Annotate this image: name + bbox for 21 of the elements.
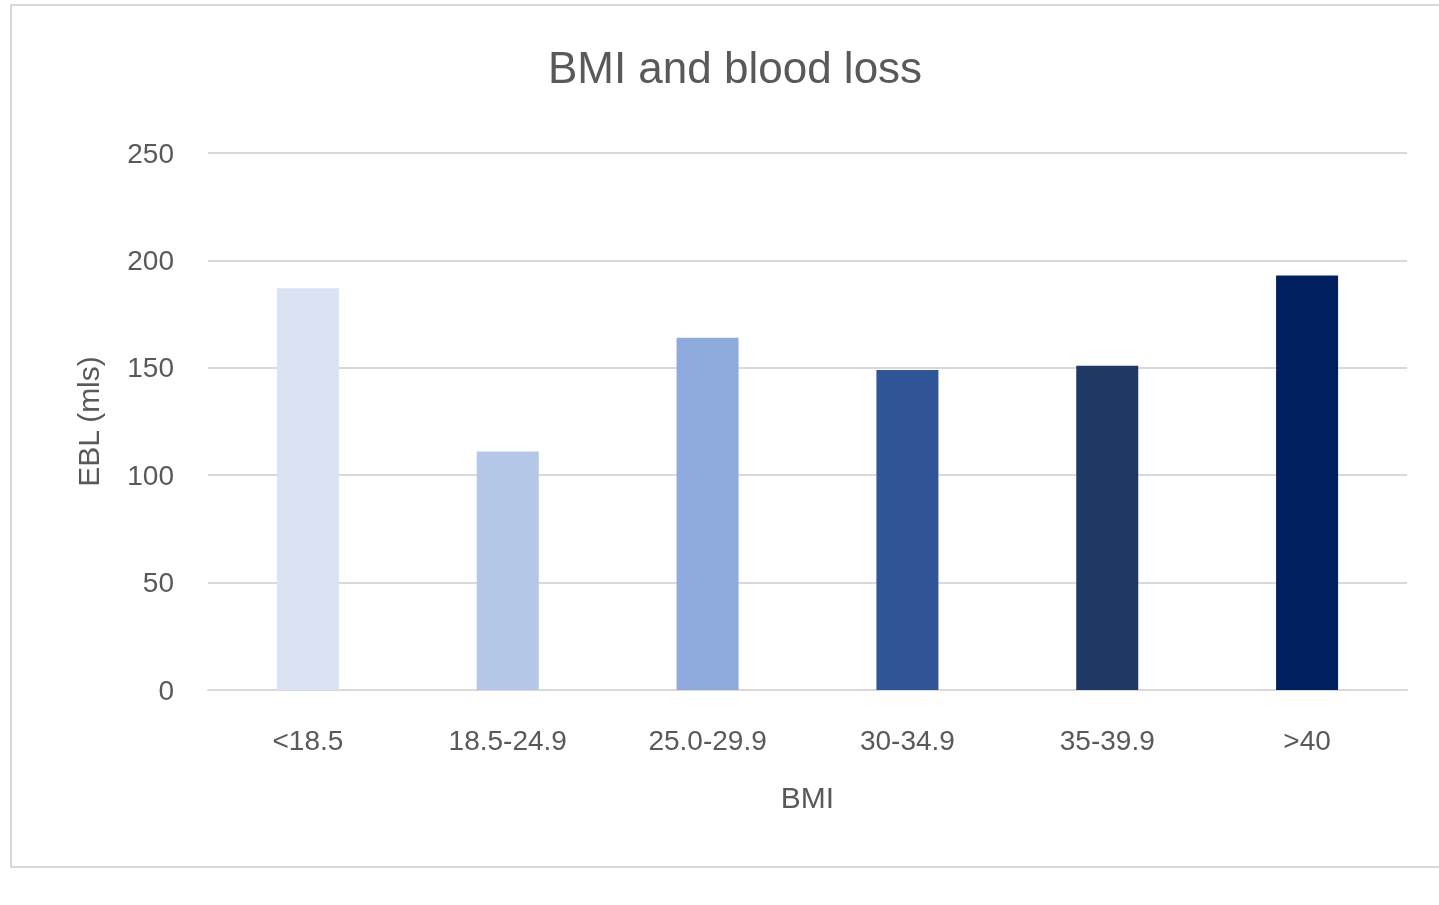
bar	[276, 288, 339, 690]
x-tick-label: 25.0-29.9	[648, 724, 767, 756]
y-tick-label: 100	[127, 459, 174, 491]
y-tick-label: 0	[158, 674, 174, 706]
y-tick-label: 250	[127, 137, 174, 169]
x-tick-label: >40	[1283, 724, 1331, 756]
x-tick-label: 35-39.9	[1059, 724, 1155, 756]
bar	[1076, 365, 1139, 690]
y-axis-title: EBL (mls)	[71, 356, 105, 487]
chart-title: BMI and blood loss	[547, 42, 923, 92]
bar	[676, 337, 739, 690]
bar	[876, 369, 939, 690]
y-tick-label: 50	[142, 567, 174, 599]
x-tick-label: 30-34.9	[859, 724, 955, 756]
y-tick-label: 150	[127, 352, 174, 384]
x-axis-title: BMI	[780, 780, 835, 814]
bar	[476, 451, 539, 690]
x-tick-label: 18.5-24.9	[448, 724, 567, 756]
y-tick-label: 200	[127, 244, 174, 276]
bar	[1276, 275, 1339, 690]
x-tick-label: <18.5	[272, 724, 344, 756]
